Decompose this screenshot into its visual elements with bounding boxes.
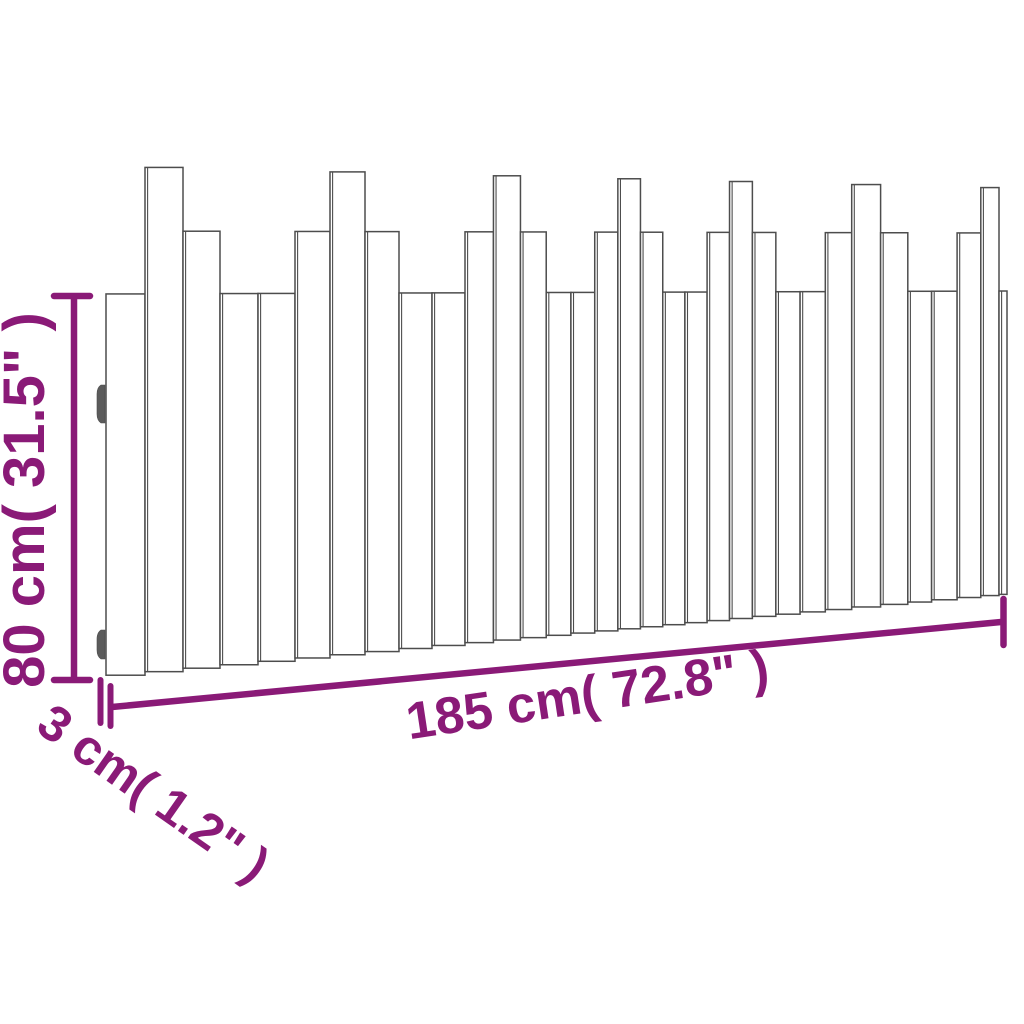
svg-text:3 cm( 1.2" ): 3 cm( 1.2" ) bbox=[28, 693, 280, 893]
svg-text:185 cm( 72.8" ): 185 cm( 72.8" ) bbox=[402, 639, 772, 751]
svg-text:80 cm( 31.5" ): 80 cm( 31.5" ) bbox=[0, 312, 57, 688]
